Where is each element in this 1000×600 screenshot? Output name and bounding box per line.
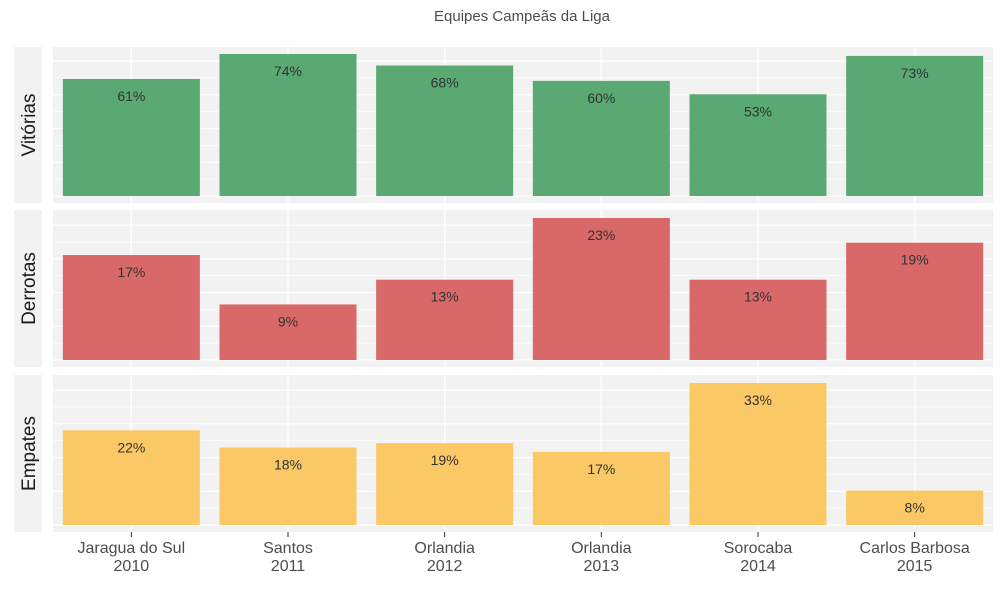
data-label: 53% xyxy=(744,103,772,119)
bar-vitórias-5 xyxy=(846,55,984,197)
x-tick-label-year: 2014 xyxy=(740,558,776,575)
bar-vitórias-3 xyxy=(532,80,670,196)
bar-derrotas-5 xyxy=(846,242,984,360)
bar-derrotas-0 xyxy=(62,255,200,360)
x-tick-label-team: Orlandia xyxy=(571,540,632,557)
x-tick-label-team: Sorocaba xyxy=(724,540,793,557)
facet-strip xyxy=(14,47,42,203)
data-label: 9% xyxy=(278,313,298,329)
bar-vitórias-0 xyxy=(62,78,200,196)
bar-empates-5 xyxy=(846,490,984,525)
data-label: 33% xyxy=(744,392,772,408)
data-label: 73% xyxy=(901,65,929,81)
data-label: 19% xyxy=(901,252,929,268)
bar-vitórias-4 xyxy=(689,94,827,196)
bar-empates-4 xyxy=(689,383,827,525)
data-label: 18% xyxy=(274,457,302,473)
x-tick-label-team: Orlandia xyxy=(414,540,475,557)
data-label: 19% xyxy=(431,452,459,468)
bar-vitórias-2 xyxy=(376,65,514,196)
bar-empates-3 xyxy=(532,451,670,525)
data-label: 13% xyxy=(431,289,459,305)
data-label: 17% xyxy=(117,264,145,280)
x-tick-label-year: 2013 xyxy=(584,558,620,575)
bar-empates-1 xyxy=(219,447,357,525)
bar-derrotas-3 xyxy=(532,218,670,360)
bar-empates-0 xyxy=(62,430,200,525)
panel-background xyxy=(53,375,993,532)
panel-background xyxy=(53,210,993,367)
x-tick-label-year: 2011 xyxy=(271,558,306,575)
data-label: 61% xyxy=(117,88,145,104)
facet-panels: Vitórias 61% 74% 68% 60% 53% 73% Derrotas 17% 9% 1… xyxy=(14,47,993,532)
x-tick-label-team: Jaragua do Sul xyxy=(78,540,186,557)
x-tick-label-year: 2012 xyxy=(427,558,463,575)
facet-0: Vitórias 61% 74% 68% 60% 53% 73% xyxy=(14,47,993,203)
bar-derrotas-1 xyxy=(219,304,357,360)
x-tick-label-team: Santos xyxy=(263,540,313,557)
facet-1: Derrotas 17% 9% 13% 23% 13% 19% xyxy=(14,210,993,367)
data-label: 60% xyxy=(587,90,615,106)
data-label: 8% xyxy=(905,500,925,516)
bar-empates-2 xyxy=(376,443,514,525)
x-tick-label-year: 2015 xyxy=(897,558,933,575)
bar-derrotas-4 xyxy=(689,279,827,360)
bar-vitórias-1 xyxy=(219,54,357,196)
facet-2: Empates 22% 18% 19% 17% 33% 8% xyxy=(14,375,993,532)
data-label: 17% xyxy=(587,461,615,477)
facet-strip-label: Vitórias xyxy=(19,93,40,156)
data-label: 22% xyxy=(117,439,145,455)
facet-strip xyxy=(14,375,42,532)
chart-title: Equipes Campeãs da Liga xyxy=(434,8,611,25)
x-tick-label-team: Carlos Barbosa xyxy=(860,540,970,557)
x-tick-label-year: 2010 xyxy=(114,558,150,575)
facet-strip-label: Derrotas xyxy=(19,252,40,325)
facet-strip-label: Empates xyxy=(19,416,40,491)
data-label: 74% xyxy=(274,63,302,79)
data-label: 68% xyxy=(431,75,459,91)
facet-strip xyxy=(14,210,42,367)
data-label: 23% xyxy=(587,227,615,243)
panel-background xyxy=(53,47,993,203)
data-label: 13% xyxy=(744,289,772,305)
x-axis: Jaragua do Sul2010Santos2011Orlandia2012… xyxy=(78,532,970,575)
bar-derrotas-2 xyxy=(376,279,514,360)
